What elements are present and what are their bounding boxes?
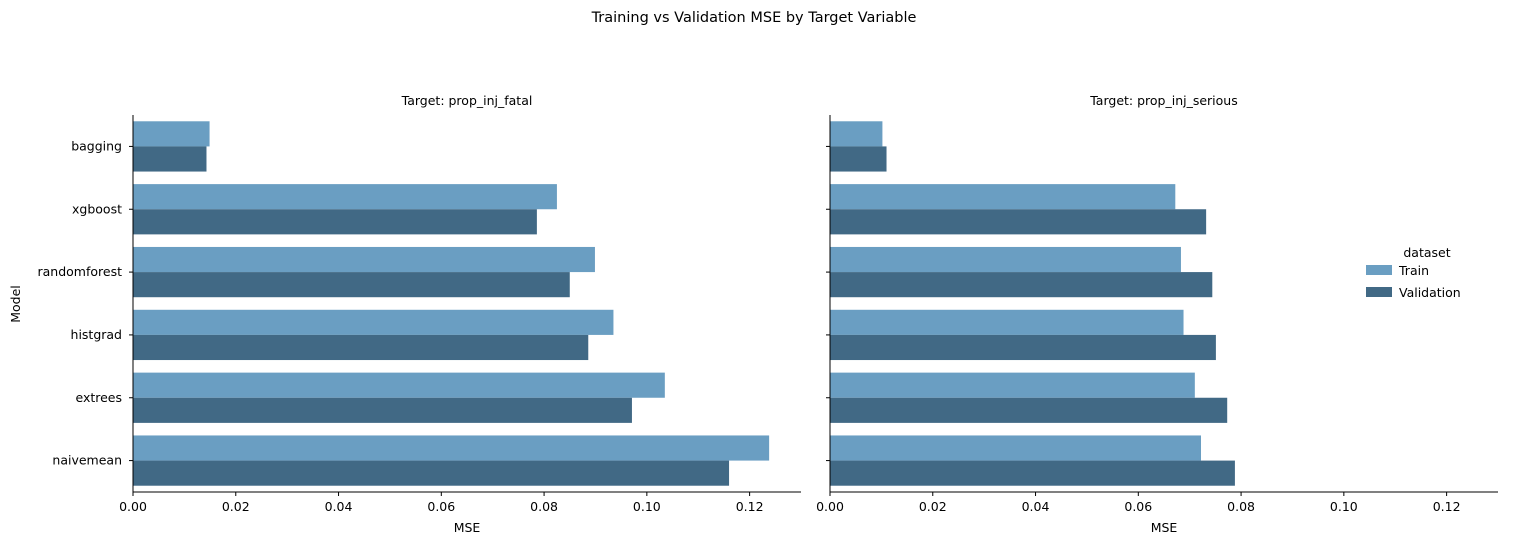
y-tick-label: extrees — [75, 390, 122, 405]
y-tick-label: naivemean — [52, 453, 122, 468]
bar-train-xgboost — [133, 184, 557, 210]
legend-swatch-validation — [1366, 287, 1392, 297]
bar-train-naivemean — [830, 435, 1201, 461]
x-tick-label: 0.00 — [816, 499, 844, 514]
x-tick-label: 0.12 — [736, 499, 764, 514]
x-axis-label: MSE — [454, 520, 481, 535]
x-tick-label: 0.04 — [325, 499, 353, 514]
bar-train-xgboost — [830, 184, 1176, 210]
x-tick-label: 0.12 — [1433, 499, 1461, 514]
legend-label-train: Train — [1398, 263, 1429, 278]
x-ticks: 0.00 0.02 0.04 0.06 0.08 0.10 0.12 — [119, 492, 764, 514]
panel-title: Target: prop_inj_serious — [1089, 93, 1238, 108]
figure-title: Training vs Validation MSE by Target Var… — [591, 10, 917, 26]
bar-train-randomforest — [830, 246, 1181, 273]
bar-validation-randomforest — [133, 272, 570, 298]
bar-train-randomforest — [133, 246, 595, 273]
bar-train-histgrad — [133, 309, 614, 335]
y-ticks: bagging xgboost randomforest histgrad extree… — [38, 138, 133, 468]
x-tick-label: 0.10 — [1330, 499, 1358, 514]
bar-validation-extrees — [133, 397, 632, 423]
y-tick-label: xgboost — [72, 201, 122, 216]
legend-title: dataset — [1403, 245, 1450, 260]
y-tick-label: randomforest — [38, 264, 123, 279]
legend: dataset Train Validation — [1366, 245, 1461, 300]
bar-validation-histgrad — [133, 334, 589, 361]
x-tick-label: 0.04 — [1022, 499, 1050, 514]
bar-validation-randomforest — [830, 272, 1213, 298]
x-tick-label: 0.10 — [633, 499, 661, 514]
legend-swatch-train — [1366, 265, 1392, 275]
x-tick-label: 0.08 — [1227, 499, 1255, 514]
y-tick-label: bagging — [71, 138, 122, 153]
panel-prop-inj-fatal: Target: prop_inj_fatal bagging xgboost ran… — [38, 93, 801, 535]
x-axis-label: MSE — [1151, 520, 1178, 535]
bar-train-extrees — [133, 372, 665, 398]
bar-group — [133, 121, 770, 486]
bar-validation-bagging — [830, 146, 887, 172]
bar-validation-xgboost — [830, 209, 1207, 235]
bar-validation-naivemean — [830, 460, 1235, 486]
x-tick-label: 0.02 — [919, 499, 947, 514]
x-tick-label: 0.06 — [427, 499, 455, 514]
x-tick-label: 0.08 — [530, 499, 558, 514]
x-tick-label: 0.06 — [1124, 499, 1152, 514]
bar-validation-histgrad — [830, 334, 1216, 361]
bar-train-bagging — [133, 121, 210, 147]
x-tick-label: 0.02 — [222, 499, 250, 514]
y-tick-label: histgrad — [71, 327, 122, 342]
bar-group — [830, 121, 1235, 486]
bar-train-histgrad — [830, 309, 1184, 335]
x-tick-label: 0.00 — [119, 499, 147, 514]
bar-train-extrees — [830, 372, 1195, 398]
panel-title: Target: prop_inj_fatal — [401, 93, 533, 108]
bar-validation-naivemean — [133, 460, 730, 486]
y-ticks — [826, 145, 830, 462]
bar-validation-xgboost — [133, 209, 537, 235]
panel-prop-inj-serious: Target: prop_inj_serious 0.00 0.02 0.04 0.0… — [816, 93, 1498, 535]
legend-label-validation: Validation — [1399, 285, 1461, 300]
x-ticks: 0.00 0.02 0.04 0.06 0.08 0.10 0.12 — [816, 492, 1461, 514]
bar-validation-extrees — [830, 397, 1228, 423]
bar-train-naivemean — [133, 435, 770, 461]
bar-validation-bagging — [133, 146, 207, 172]
y-axis-label: Model — [8, 285, 23, 323]
bar-train-bagging — [830, 121, 883, 147]
